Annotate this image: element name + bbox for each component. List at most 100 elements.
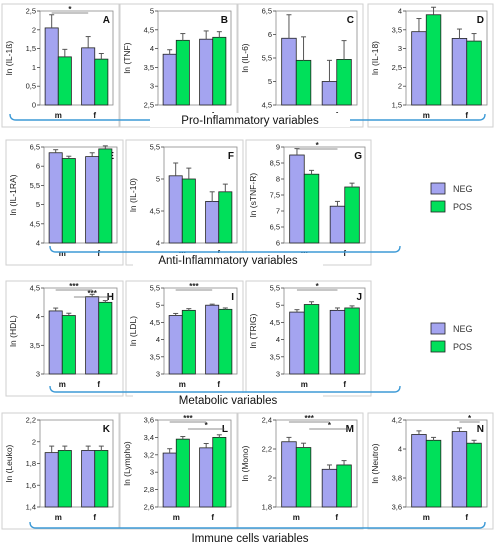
y-axis-label: ln (Neutro) <box>370 443 380 483</box>
bar-pos-f <box>336 59 352 106</box>
panel-frame <box>1 3 120 128</box>
x-category-label: m <box>55 111 62 120</box>
panel-letter: A <box>103 15 110 26</box>
y-axis-label: ln (TNF) <box>122 42 132 73</box>
y-tick-label: 2 <box>398 82 402 91</box>
y-axis-label: ln (HDL) <box>8 315 18 347</box>
bar-neg-f <box>321 468 338 508</box>
y-tick-label: 4 <box>150 44 154 53</box>
y-axis-label: ln (LDL) <box>128 316 138 346</box>
bar-pos-f <box>466 442 482 508</box>
x-category-label: m <box>59 249 66 258</box>
y-tick-label: 5 <box>156 301 160 310</box>
significance-marker: * <box>316 282 320 291</box>
y-tick-label: 5,5 <box>262 54 272 63</box>
bar-neg-f <box>205 200 220 244</box>
panel-frame <box>367 3 494 128</box>
x-category-label: f <box>335 513 338 522</box>
x-category-label: f <box>343 380 346 389</box>
group-bracket-2: Anti-Inflammatory variables <box>49 245 401 267</box>
group-title-bg <box>133 393 323 407</box>
y-tick-label: 4 <box>36 312 40 321</box>
panel-letter: N <box>477 424 484 435</box>
bar-pos-f <box>94 58 109 106</box>
bar-neg-m <box>289 154 305 244</box>
bar-neg-f <box>199 447 214 508</box>
bar-pos-f <box>98 301 113 375</box>
y-tick-label: 3,5 <box>392 25 402 34</box>
group-title-bg <box>150 531 350 545</box>
bar-pos-m <box>61 315 76 375</box>
significance-marker: * <box>68 5 72 14</box>
y-tick-label: 6 <box>268 30 272 39</box>
legend-swatch-pos <box>430 200 446 213</box>
bar-neg-m <box>281 37 297 106</box>
bar-neg-f <box>85 156 100 244</box>
legend-swatch-neg <box>430 322 446 335</box>
y-axis-label: ln (Mono) <box>240 445 250 481</box>
y-tick-label: 3 <box>276 370 280 379</box>
panel-frame <box>1 412 120 530</box>
significance-marker: * <box>205 421 209 430</box>
y-tick-label: 4,5 <box>270 318 280 327</box>
y-tick-label: 1,5 <box>26 44 36 53</box>
y-tick-label: 1,6 <box>26 481 36 490</box>
panel-n: 3,6 3,8 4 4,2 ln (Neutro) Nm f * <box>367 412 494 530</box>
significance-marker: *** <box>183 414 193 423</box>
panel-letter: D <box>477 15 484 26</box>
bracket-line <box>29 521 486 529</box>
bar-neg-f <box>321 81 338 106</box>
x-category-label: f <box>97 249 100 258</box>
group-title: Pro-Inflammatory variables <box>181 115 319 127</box>
y-tick-label: 4,5 <box>30 219 40 228</box>
y-tick-label: 2,2 <box>262 445 272 454</box>
panel-d: 1,5 2 2,5 3 3,5 4 ln (IL-18) Dm f <box>367 3 494 128</box>
panel-letter: M <box>346 424 354 435</box>
x-category-label: f <box>97 380 100 389</box>
x-category-label: m <box>173 513 180 522</box>
group-title: Anti-Inflammatory variables <box>158 255 298 267</box>
y-tick-label: 5 <box>150 7 154 16</box>
y-tick-label: 3,5 <box>150 352 160 361</box>
legend-1: NEG POS <box>430 182 473 213</box>
y-axis-label: ln (TRIG) <box>248 313 258 348</box>
x-category-label: m <box>293 513 300 522</box>
panel-frame <box>237 412 364 530</box>
y-tick-label: 2 <box>268 474 272 483</box>
legend-label-neg: NEG <box>453 324 473 334</box>
x-category-label: m <box>301 380 308 389</box>
y-tick-label: 6,5 <box>270 223 280 232</box>
y-tick-label: 0,5 <box>26 82 36 91</box>
bar-pos-f <box>344 307 360 375</box>
y-tick-label: 5,5 <box>150 143 160 152</box>
y-tick-label: 3,6 <box>392 503 402 512</box>
bar-neg-m <box>162 53 177 106</box>
x-category-label: m <box>423 513 430 522</box>
panel-letter: G <box>354 151 362 162</box>
y-axis-label: ln (IL-1ß) <box>4 41 14 76</box>
y-tick-label: 3 <box>156 370 160 379</box>
panel-h: 3 3,5 4 4,5 ln (HDL) Hm f *** *** <box>5 280 124 397</box>
y-tick-label: 5 <box>268 77 272 86</box>
significance-marker: *** <box>69 282 79 291</box>
group-title-bg <box>133 253 323 267</box>
y-tick-label: 0 <box>32 101 36 110</box>
y-tick-label: 1,5 <box>392 101 402 110</box>
legend-swatch-neg <box>430 182 446 195</box>
y-tick-label: 4 <box>156 239 160 248</box>
y-axis-label: ln (Lympho) <box>122 441 132 486</box>
panel-c: 4,555,566,5ln (IL-6)Cmf <box>237 3 364 128</box>
y-tick-label: 6 <box>36 162 40 171</box>
panel-frame <box>119 412 238 530</box>
group-bracket-4: Immune cells variables <box>29 521 486 545</box>
bar-pos-m <box>57 450 72 508</box>
panel-e: 44,555,566,5ln (IL-1RA)Emf <box>5 139 124 266</box>
bar-neg-f <box>451 38 468 106</box>
bar-pos-f <box>212 436 227 508</box>
y-tick-label: 3,8 <box>392 474 402 483</box>
bar-neg-m <box>48 310 63 375</box>
bar-pos-f <box>218 191 233 244</box>
bar-neg-m <box>168 315 183 375</box>
